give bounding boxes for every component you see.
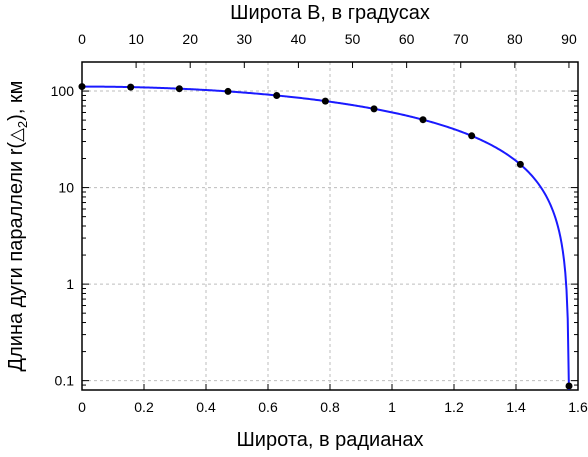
top-tick-label: 30 (237, 31, 253, 47)
x-tick-label: 1.4 (506, 399, 526, 415)
y-axis-title-main: Длина дуги параллели r( (5, 142, 27, 372)
data-point (78, 83, 86, 91)
x-tick-label: 1.6 (568, 399, 588, 415)
data-point (419, 116, 427, 124)
x-tick-label: 1 (388, 399, 396, 415)
axis-ticks (81, 62, 579, 390)
top-tick-label: 50 (345, 31, 361, 47)
top-axis-title: Широта B, в градусах (230, 2, 430, 24)
data-point (370, 105, 378, 113)
data-point (224, 87, 232, 95)
data-point (175, 85, 183, 93)
data-point (516, 160, 524, 168)
y-axis-title-tail: ), км (5, 81, 27, 121)
data-point (127, 83, 135, 91)
tick-labels: 0 0.2 0.4 0.6 0.8 1 1.2 1.4 1.6 0 10 20 30 40 50 60 70 80… (51, 31, 588, 415)
y-axis-title-triangle: △ (6, 128, 26, 142)
data-series (78, 83, 573, 391)
data-point (273, 91, 281, 99)
data-point (565, 382, 573, 390)
top-tick-label: 40 (291, 31, 307, 47)
top-tick-label: 0 (78, 31, 86, 47)
bottom-axis-title: Широта, в радианах (236, 429, 423, 451)
x-tick-label: 0 (78, 399, 86, 415)
x-tick-label: 0.6 (258, 399, 278, 415)
top-tick-label: 60 (399, 31, 415, 47)
y-tick-label: 1 (66, 276, 74, 292)
top-tick-label: 90 (561, 31, 577, 47)
y-axis-title: Длина дуги параллели r(△2), км (5, 81, 30, 372)
y-axis-title-subscript: 2 (15, 121, 30, 128)
series-line (82, 85, 570, 391)
top-tick-label: 20 (182, 31, 198, 47)
x-tick-label: 1.2 (444, 399, 464, 415)
x-tick-label: 0.4 (196, 399, 216, 415)
x-tick-label: 0.2 (134, 399, 154, 415)
data-point (468, 132, 476, 140)
top-tick-label: 80 (507, 31, 523, 47)
y-tick-label: 10 (58, 180, 74, 196)
top-tick-label: 10 (128, 31, 144, 47)
grid-lines (82, 62, 578, 390)
y-tick-label: 0.1 (55, 373, 75, 389)
top-tick-label: 70 (453, 31, 469, 47)
x-tick-label: 0.8 (320, 399, 340, 415)
data-point (321, 97, 329, 105)
y-tick-label: 100 (51, 83, 75, 99)
